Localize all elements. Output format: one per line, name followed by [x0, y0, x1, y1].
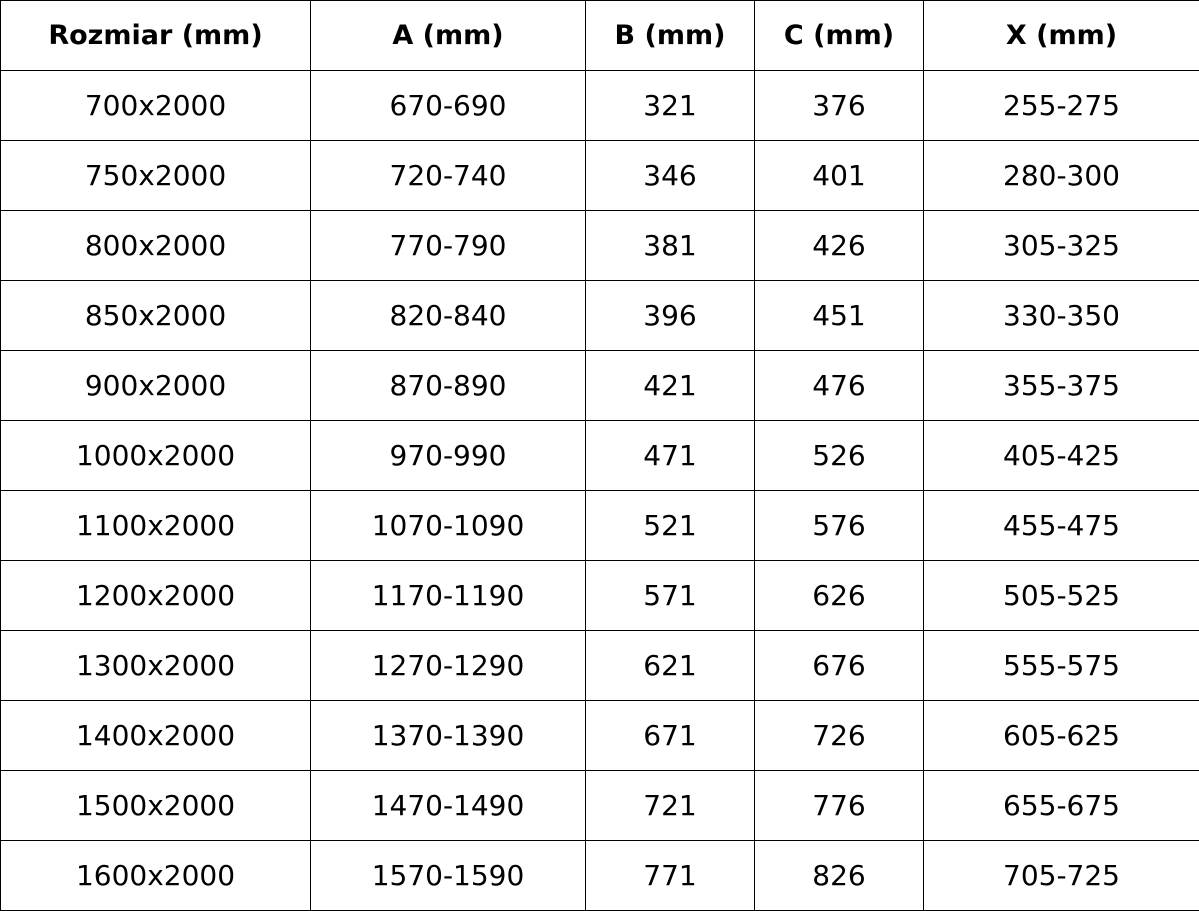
header-x: X (mm) — [923, 0, 1199, 71]
cell-size: 1000x2000 — [0, 420, 311, 491]
cell-x: 305-325 — [923, 210, 1199, 281]
cell-a: 770-790 — [310, 210, 586, 281]
cell-c: 776 — [754, 770, 924, 841]
cell-a: 870-890 — [310, 350, 586, 421]
header-row: Rozmiar (mm) A (mm) B (mm) C (mm) X (mm) — [0, 0, 1199, 71]
cell-c: 451 — [754, 280, 924, 351]
cell-b: 421 — [585, 350, 755, 421]
cell-x: 405-425 — [923, 420, 1199, 491]
table-row: 1400x2000 1370-1390 671 726 605-625 — [0, 700, 1199, 771]
cell-x: 330-350 — [923, 280, 1199, 351]
table-row: 1000x2000 970-990 471 526 405-425 — [0, 420, 1199, 491]
cell-size: 1600x2000 — [0, 840, 311, 911]
table-row: 750x2000 720-740 346 401 280-300 — [0, 140, 1199, 211]
cell-x: 280-300 — [923, 140, 1199, 211]
cell-size: 800x2000 — [0, 210, 311, 281]
cell-x: 555-575 — [923, 630, 1199, 701]
cell-x: 455-475 — [923, 490, 1199, 561]
table-row: 1300x2000 1270-1290 621 676 555-575 — [0, 630, 1199, 701]
cell-a: 820-840 — [310, 280, 586, 351]
cell-a: 1570-1590 — [310, 840, 586, 911]
table-row: 1200x2000 1170-1190 571 626 505-525 — [0, 560, 1199, 631]
cell-b: 521 — [585, 490, 755, 561]
table-row: 1500x2000 1470-1490 721 776 655-675 — [0, 770, 1199, 841]
table-body: 700x2000 670-690 321 376 255-275 750x2000 720-… — [0, 70, 1199, 911]
cell-size: 900x2000 — [0, 350, 311, 421]
cell-b: 771 — [585, 840, 755, 911]
cell-size: 750x2000 — [0, 140, 311, 211]
cell-x: 505-525 — [923, 560, 1199, 631]
cell-b: 571 — [585, 560, 755, 631]
table-row: 1600x2000 1570-1590 771 826 705-725 — [0, 840, 1199, 911]
header-a: A (mm) — [310, 0, 586, 71]
cell-a: 1470-1490 — [310, 770, 586, 841]
table-row: 850x2000 820-840 396 451 330-350 — [0, 280, 1199, 351]
cell-x: 605-625 — [923, 700, 1199, 771]
header-size: Rozmiar (mm) — [0, 0, 311, 71]
cell-size: 1500x2000 — [0, 770, 311, 841]
header-c: C (mm) — [754, 0, 924, 71]
cell-a: 970-990 — [310, 420, 586, 491]
cell-b: 471 — [585, 420, 755, 491]
cell-c: 476 — [754, 350, 924, 421]
cell-c: 826 — [754, 840, 924, 911]
cell-c: 676 — [754, 630, 924, 701]
table-row: 900x2000 870-890 421 476 355-375 — [0, 350, 1199, 421]
cell-x: 705-725 — [923, 840, 1199, 911]
cell-x: 655-675 — [923, 770, 1199, 841]
cell-b: 396 — [585, 280, 755, 351]
cell-b: 621 — [585, 630, 755, 701]
cell-a: 1170-1190 — [310, 560, 586, 631]
cell-a: 1070-1090 — [310, 490, 586, 561]
cell-size: 1200x2000 — [0, 560, 311, 631]
cell-b: 321 — [585, 70, 755, 141]
table-row: 700x2000 670-690 321 376 255-275 — [0, 70, 1199, 141]
cell-a: 720-740 — [310, 140, 586, 211]
cell-c: 401 — [754, 140, 924, 211]
cell-a: 670-690 — [310, 70, 586, 141]
cell-size: 700x2000 — [0, 70, 311, 141]
cell-x: 355-375 — [923, 350, 1199, 421]
cell-b: 721 — [585, 770, 755, 841]
cell-b: 671 — [585, 700, 755, 771]
cell-c: 576 — [754, 490, 924, 561]
cell-size: 850x2000 — [0, 280, 311, 351]
cell-size: 1400x2000 — [0, 700, 311, 771]
table-row: 1100x2000 1070-1090 521 576 455-475 — [0, 490, 1199, 561]
cell-b: 346 — [585, 140, 755, 211]
cell-size: 1100x2000 — [0, 490, 311, 561]
table-row: 800x2000 770-790 381 426 305-325 — [0, 210, 1199, 281]
cell-c: 526 — [754, 420, 924, 491]
header-b: B (mm) — [585, 0, 755, 71]
cell-c: 626 — [754, 560, 924, 631]
cell-a: 1370-1390 — [310, 700, 586, 771]
cell-a: 1270-1290 — [310, 630, 586, 701]
cell-c: 726 — [754, 700, 924, 771]
cell-c: 426 — [754, 210, 924, 281]
cell-x: 255-275 — [923, 70, 1199, 141]
cell-b: 381 — [585, 210, 755, 281]
cell-c: 376 — [754, 70, 924, 141]
cell-size: 1300x2000 — [0, 630, 311, 701]
